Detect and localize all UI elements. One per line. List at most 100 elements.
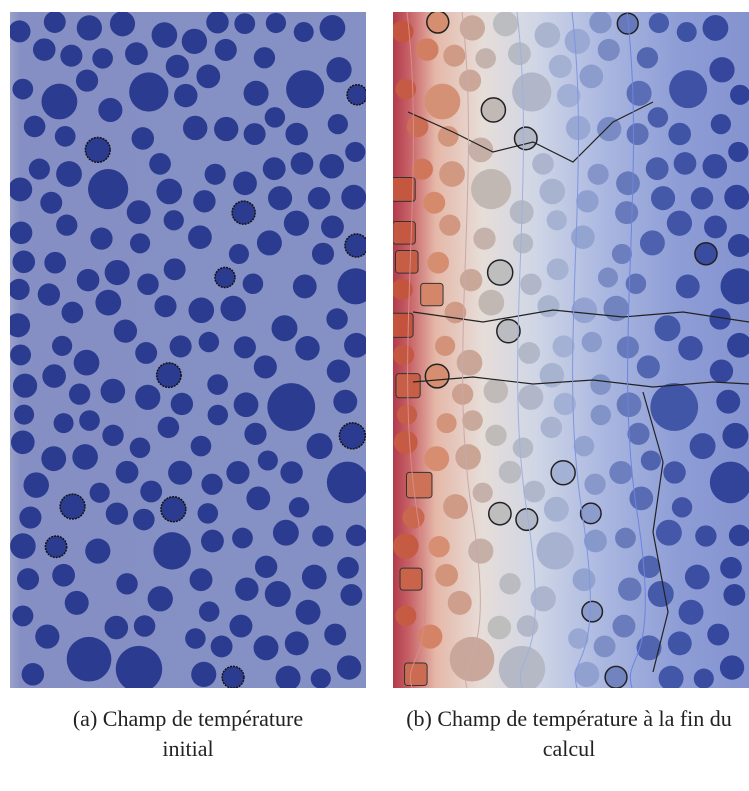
inclusion — [678, 599, 704, 625]
inclusion — [135, 342, 158, 364]
inclusion — [288, 497, 310, 518]
inclusion — [532, 153, 554, 175]
inclusion — [324, 623, 347, 646]
inclusion — [229, 614, 253, 638]
inclusion — [267, 383, 316, 431]
inclusion — [228, 243, 249, 265]
inclusion — [253, 635, 279, 661]
inclusion — [723, 584, 746, 606]
inclusion — [254, 555, 278, 579]
inclusion — [232, 527, 253, 549]
inclusion — [12, 605, 34, 627]
inclusion — [340, 584, 363, 606]
inclusion — [201, 473, 223, 495]
inclusion — [214, 116, 239, 142]
inclusion — [539, 178, 566, 205]
inclusion — [84, 136, 111, 164]
inclusion — [640, 450, 661, 471]
inclusion — [182, 115, 208, 141]
inclusion — [235, 577, 259, 601]
inclusion — [284, 631, 309, 656]
inclusion — [115, 645, 163, 688]
inclusion — [44, 251, 67, 274]
inclusion — [435, 335, 456, 356]
inclusion — [40, 191, 63, 214]
inclusion — [306, 433, 333, 460]
inclusion — [129, 233, 151, 254]
inclusion — [584, 529, 607, 553]
inclusion — [264, 581, 291, 608]
inclusion — [198, 601, 220, 622]
inclusion — [181, 28, 208, 55]
inclusion — [609, 460, 633, 485]
inclusion — [163, 258, 186, 281]
inclusion — [319, 15, 346, 41]
inclusion — [468, 137, 494, 163]
inclusion — [615, 201, 639, 225]
inclusion — [728, 524, 749, 547]
inclusion — [105, 502, 129, 525]
inclusion — [418, 624, 443, 649]
inclusion — [689, 433, 716, 460]
inclusion — [60, 44, 83, 67]
inclusion — [14, 404, 35, 425]
inclusion — [79, 410, 100, 431]
inclusion — [214, 266, 236, 289]
inclusion — [492, 12, 519, 37]
inclusion — [415, 38, 439, 61]
inclusion — [196, 64, 221, 89]
inclusion — [327, 114, 348, 135]
inclusion — [293, 22, 314, 43]
inclusion — [234, 13, 256, 35]
inclusion — [19, 506, 42, 529]
inclusion — [412, 376, 749, 388]
inclusion — [426, 12, 450, 34]
inclusion — [439, 161, 465, 187]
inclusion — [12, 250, 36, 274]
inclusion — [436, 413, 457, 434]
inclusion — [321, 215, 344, 239]
inclusion — [498, 460, 522, 484]
inclusion — [694, 241, 718, 266]
inclusion — [393, 278, 413, 301]
inclusion — [244, 422, 267, 445]
inclusion — [17, 568, 40, 591]
inclusion — [604, 665, 628, 688]
inclusion — [275, 665, 301, 688]
inclusion — [629, 486, 654, 511]
inclusion — [730, 84, 749, 105]
inclusion — [584, 473, 606, 495]
inclusion — [668, 122, 691, 146]
inclusion — [572, 568, 596, 592]
inclusion — [650, 186, 676, 211]
inclusion — [406, 115, 429, 138]
inclusion — [534, 22, 561, 48]
inclusion — [437, 125, 459, 147]
inclusion — [393, 533, 419, 559]
inclusion — [301, 564, 327, 590]
inclusion — [647, 107, 669, 128]
inclusion — [615, 527, 636, 549]
inclusion — [341, 184, 366, 210]
inclusion — [637, 555, 661, 579]
inclusion — [10, 430, 35, 455]
inclusion — [21, 663, 45, 686]
inclusion — [125, 42, 148, 66]
inclusion — [675, 274, 700, 299]
inclusion — [243, 80, 269, 106]
inclusion — [151, 22, 178, 48]
inclusion — [568, 628, 589, 649]
inclusion — [395, 78, 417, 100]
inclusion — [690, 187, 714, 210]
inclusion — [411, 158, 433, 180]
inclusion — [207, 374, 228, 395]
inclusion — [43, 12, 66, 34]
caption: (b) Champ de température à la fin du cal… — [406, 706, 732, 761]
inclusion — [616, 171, 640, 196]
inclusion — [98, 97, 123, 123]
inclusion — [552, 335, 575, 358]
inclusion — [663, 461, 686, 484]
inclusion — [642, 391, 669, 673]
inclusion — [626, 12, 646, 688]
inclusion — [654, 315, 681, 342]
